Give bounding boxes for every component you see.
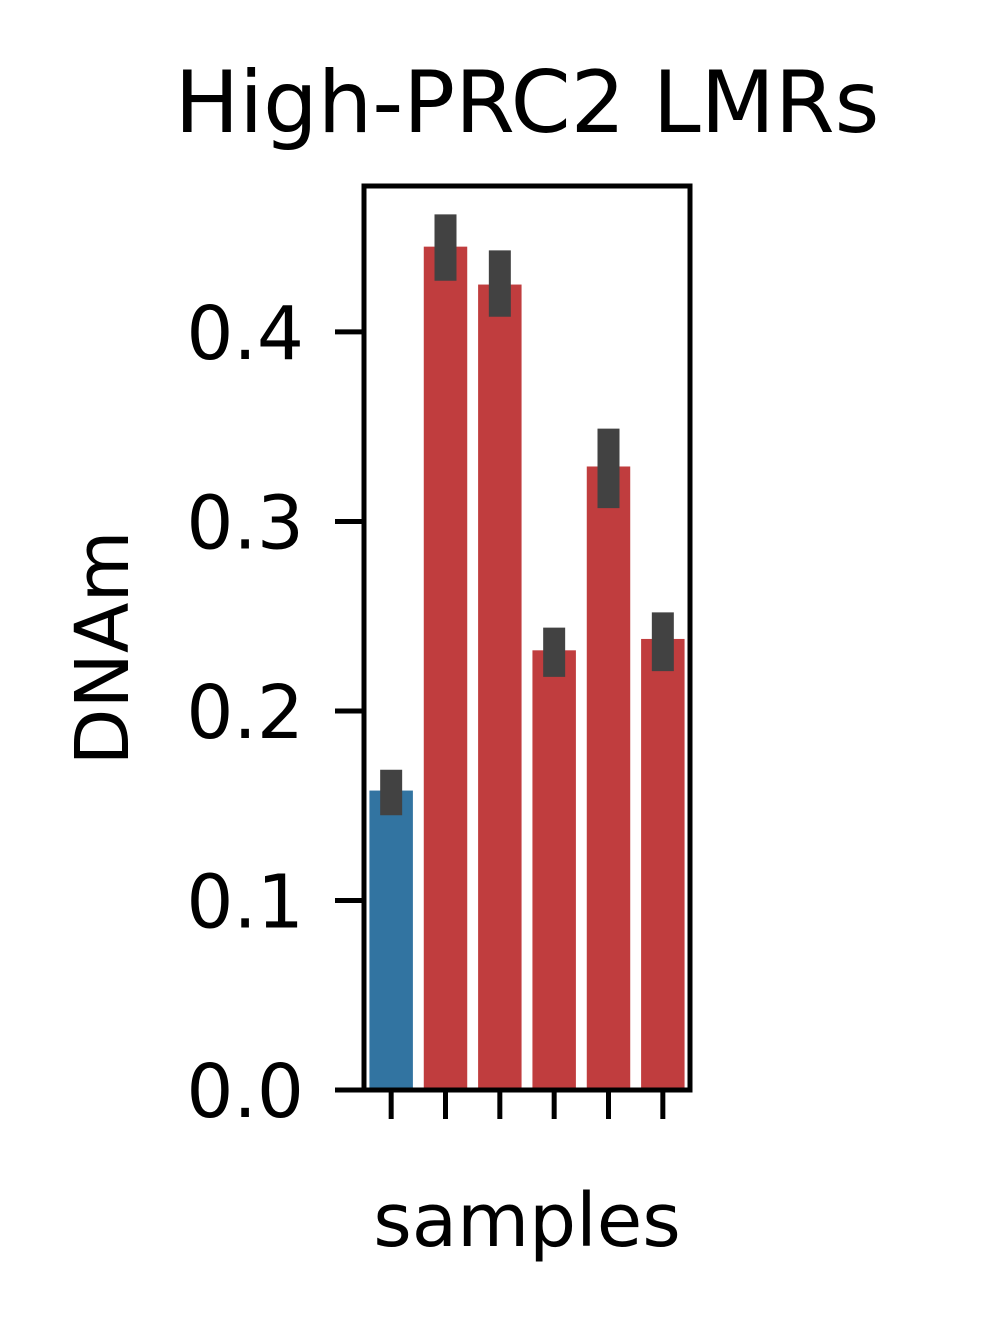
y-axis-label: DNAm (60, 530, 146, 765)
plot-area: 0.0 0.1 0.2 0.3 0.4 (186, 183, 693, 1135)
bar-2 (423, 246, 468, 1091)
bar-5 (586, 466, 631, 1091)
y-tick-label-0: 0.0 (186, 1049, 304, 1135)
chart-title: High-PRC2 LMRs (175, 53, 880, 153)
plot-frame (361, 183, 693, 1093)
bar-3 (478, 284, 522, 1090)
y-tick-label-4: 0.4 (186, 291, 304, 377)
y-tick-label-1: 0.1 (186, 859, 304, 945)
bar-6 (641, 638, 685, 1090)
bar-1 (369, 790, 413, 1090)
y-tick-label-3: 0.3 (186, 480, 304, 566)
x-axis-label: samples (373, 1178, 681, 1264)
y-tick-label-2: 0.2 (186, 670, 304, 756)
bar-4 (532, 650, 576, 1090)
